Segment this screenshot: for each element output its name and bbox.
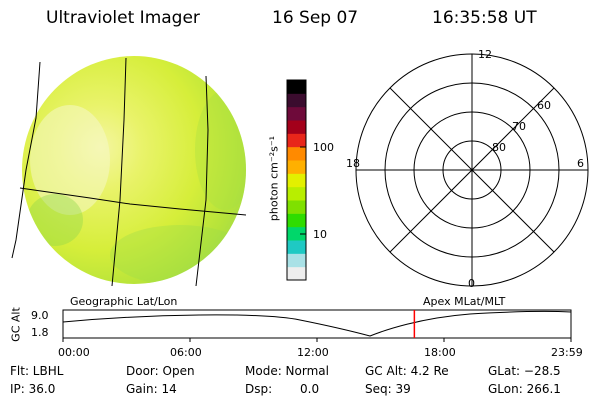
ip-status: IP: 36.0 xyxy=(10,382,56,396)
colorbar-segment xyxy=(287,133,306,148)
colorbar-segment xyxy=(287,200,306,214)
dsp-label: Dsp: xyxy=(245,382,273,396)
altitude-xtick-2359: 23:59 xyxy=(551,346,583,359)
colorbar-segment xyxy=(287,253,306,268)
altitude-ytick-1-8: 1.8 xyxy=(31,326,49,339)
colorbar-segment xyxy=(287,173,306,188)
altitude-curve xyxy=(62,310,572,337)
image-time: 16:35:58 UT xyxy=(432,8,537,28)
dsp-value: 0.0 xyxy=(300,382,320,396)
glat-status: GLat: −28.5 xyxy=(488,364,561,378)
altitude-xtick-12: 12:00 xyxy=(297,346,329,359)
colorbar-segment xyxy=(287,146,306,161)
mlt-label-18: 18 xyxy=(346,157,360,170)
colorbar-segment xyxy=(287,226,306,241)
gc-alt-status: GC Alt: 4.2 Re xyxy=(365,364,449,378)
mlat-label-80: 80 xyxy=(492,141,506,154)
mode-status: Mode: Normal xyxy=(245,364,329,378)
altitude-ytick-9: 9.0 xyxy=(31,309,49,322)
colorbar-segment xyxy=(287,80,306,94)
colorbar-segment xyxy=(287,240,306,254)
altitude-x-ticks xyxy=(62,338,572,342)
colorbar-segment xyxy=(287,186,306,201)
mlt-label-6: 6 xyxy=(577,157,584,170)
instrument-title: Ultraviolet Imager xyxy=(46,8,200,28)
gain-status: Gain: 14 xyxy=(126,382,177,396)
altitude-xtick-00: 00:00 xyxy=(58,346,90,359)
glon-status: GLon: 266.1 xyxy=(488,382,561,396)
colorbar-unit-label: photon cm⁻²s⁻¹ xyxy=(267,135,281,222)
image-date: 16 Sep 07 xyxy=(272,8,359,28)
colorbar-segment xyxy=(287,266,306,281)
altitude-plot xyxy=(62,309,572,342)
polar-plot xyxy=(355,53,589,287)
mlat-label-60: 60 xyxy=(537,99,551,112)
door-status: Door: Open xyxy=(126,364,195,378)
colorbar-segment xyxy=(287,93,306,108)
mlt-label-0: 0 xyxy=(468,277,475,290)
altitude-ylabel: GC Alt xyxy=(9,307,23,342)
colorbar-segment xyxy=(287,106,306,121)
colorbar-segment xyxy=(287,213,306,228)
colorbar-segment xyxy=(287,160,306,174)
altitude-xtick-06: 06:00 xyxy=(170,346,202,359)
mlt-label-12: 12 xyxy=(478,48,492,61)
colorbar-tick-label-10: 10 xyxy=(313,228,327,241)
colorbar xyxy=(286,79,307,281)
geo-grid xyxy=(11,57,247,287)
geographic-grid-label: Geographic Lat/Lon xyxy=(70,295,178,308)
colorbar-segment xyxy=(287,120,306,134)
colorbar-tick-label-100: 100 xyxy=(313,141,334,154)
uv-image xyxy=(11,56,247,287)
altitude-xtick-18: 18:00 xyxy=(424,346,456,359)
filter-status: Flt: LBHL xyxy=(10,364,64,378)
seq-status: Seq: 39 xyxy=(365,382,411,396)
apex-grid-label: Apex MLat/MLT xyxy=(423,295,506,308)
mlat-label-70: 70 xyxy=(512,120,526,133)
